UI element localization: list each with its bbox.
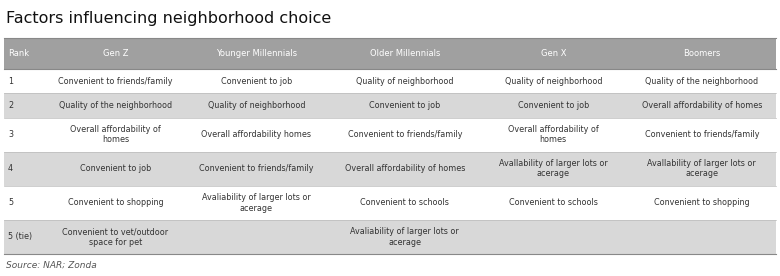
Bar (331, 118, 479, 152)
Text: 5 (tie): 5 (tie) (8, 232, 32, 242)
Bar (4, 69, 48, 93)
Bar (331, 152, 479, 186)
Bar (479, 186, 628, 220)
Bar (48, 93, 183, 118)
Text: Gen Z: Gen Z (103, 49, 128, 58)
Text: Avaliability of larger lots or
acerage: Avaliability of larger lots or acerage (202, 193, 310, 213)
Bar (331, 186, 479, 220)
Text: Overall affordability of homes: Overall affordability of homes (345, 164, 465, 173)
Text: Avallability of larger lots or
acerage: Avallability of larger lots or acerage (499, 159, 608, 179)
Text: Convenient to friends/family: Convenient to friends/family (644, 130, 759, 139)
Bar (183, 186, 331, 220)
Bar (48, 38, 183, 69)
Text: Source: NAR; Zonda: Source: NAR; Zonda (6, 261, 97, 270)
Text: Avaliability of larger lots or
acerage: Avaliability of larger lots or acerage (350, 227, 459, 247)
Text: Quality of the neighborhood: Quality of the neighborhood (645, 76, 758, 86)
Text: Younger Millennials: Younger Millennials (216, 49, 297, 58)
Bar (48, 69, 183, 93)
Bar (48, 186, 183, 220)
Text: Factors influencing neighborhood choice: Factors influencing neighborhood choice (6, 11, 332, 26)
Text: 1: 1 (8, 76, 13, 86)
Text: Convenient to vet/outdoor
space for pet: Convenient to vet/outdoor space for pet (62, 227, 168, 247)
Text: Convenient to shopping: Convenient to shopping (68, 198, 163, 207)
Bar (628, 93, 776, 118)
Text: Rank: Rank (8, 49, 29, 58)
Bar (48, 118, 183, 152)
Text: Convenient to friends/family: Convenient to friends/family (348, 130, 462, 139)
Text: Convenient to job: Convenient to job (518, 101, 589, 110)
Text: 2: 2 (8, 101, 13, 110)
Text: Quality of neighborhood: Quality of neighborhood (207, 101, 305, 110)
Bar (331, 93, 479, 118)
Bar (4, 118, 48, 152)
Text: Overall affordability of
homes: Overall affordability of homes (508, 125, 599, 144)
Text: Older Millennials: Older Millennials (370, 49, 440, 58)
Bar (48, 220, 183, 254)
Bar (4, 38, 48, 69)
Text: Overall affordability homes: Overall affordability homes (201, 130, 311, 139)
Text: Boomers: Boomers (683, 49, 721, 58)
Bar (628, 38, 776, 69)
Text: 5: 5 (8, 198, 13, 207)
Text: Convenient to schools: Convenient to schools (509, 198, 597, 207)
Text: 4: 4 (8, 164, 13, 173)
Bar (628, 220, 776, 254)
Text: Convenient to schools: Convenient to schools (360, 198, 449, 207)
Bar (628, 118, 776, 152)
Text: Convenient to job: Convenient to job (80, 164, 151, 173)
Bar (48, 152, 183, 186)
Bar (628, 152, 776, 186)
Text: Convenient to job: Convenient to job (369, 101, 441, 110)
Bar (479, 118, 628, 152)
Text: Convenient to shopping: Convenient to shopping (654, 198, 750, 207)
Text: Convenient to job: Convenient to job (221, 76, 292, 86)
Bar (331, 38, 479, 69)
Bar (183, 93, 331, 118)
Bar (4, 220, 48, 254)
Bar (331, 220, 479, 254)
Text: Overall affordability of homes: Overall affordability of homes (642, 101, 762, 110)
Bar (4, 186, 48, 220)
Text: Convenient to friends/family: Convenient to friends/family (199, 164, 314, 173)
Bar (183, 38, 331, 69)
Bar (628, 186, 776, 220)
Bar (479, 220, 628, 254)
Bar (479, 152, 628, 186)
Text: Avallability of larger lots or
acerage: Avallability of larger lots or acerage (647, 159, 756, 179)
Bar (479, 38, 628, 69)
Text: Quality of the neighborhood: Quality of the neighborhood (58, 101, 172, 110)
Bar (4, 93, 48, 118)
Bar (331, 69, 479, 93)
Bar (183, 69, 331, 93)
Bar (628, 69, 776, 93)
Text: 3: 3 (8, 130, 13, 139)
Bar (4, 152, 48, 186)
Text: Gen X: Gen X (541, 49, 566, 58)
Bar (479, 69, 628, 93)
Text: Quality of neighborhood: Quality of neighborhood (505, 76, 602, 86)
Bar (479, 93, 628, 118)
Bar (183, 152, 331, 186)
Text: Convenient to friends/family: Convenient to friends/family (58, 76, 172, 86)
Bar (183, 220, 331, 254)
Text: Overall affordability of
homes: Overall affordability of homes (70, 125, 161, 144)
Bar (183, 118, 331, 152)
Text: Quality of neighborhood: Quality of neighborhood (356, 76, 454, 86)
